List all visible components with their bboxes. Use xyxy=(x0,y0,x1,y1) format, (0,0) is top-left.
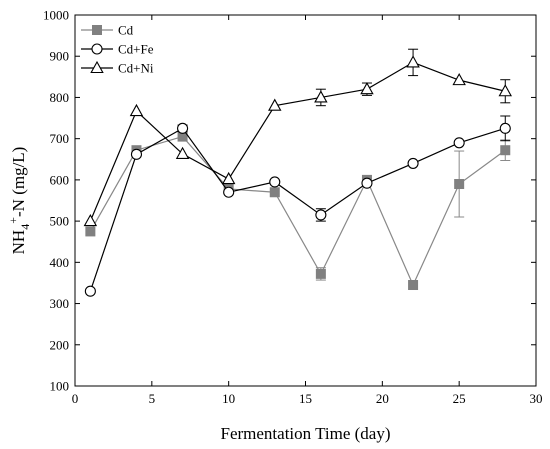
data-point-cd-7 xyxy=(408,280,419,291)
y-tick-label-9: 1000 xyxy=(43,8,69,23)
data-point-cd-4 xyxy=(269,187,280,198)
data-point-cd-ni-6 xyxy=(360,82,374,95)
data-point-cd-fe-5 xyxy=(315,209,327,221)
legend-marker-cd-fe xyxy=(91,43,103,55)
y-tick-label-3: 400 xyxy=(50,255,70,270)
data-point-cd-fe-3 xyxy=(223,186,235,198)
data-point-cd-fe-8 xyxy=(453,137,465,149)
y-tick-label-6: 700 xyxy=(50,131,70,146)
y-axis-title: NH4+-N (mg/L) xyxy=(6,147,32,255)
x-tick-label-6: 30 xyxy=(530,391,543,406)
x-tick-label-3: 15 xyxy=(299,391,312,406)
x-tick-label-5: 25 xyxy=(453,391,466,406)
series-cd-fe xyxy=(84,115,511,297)
data-point-cd-ni-7 xyxy=(406,55,420,68)
data-point-cd-0 xyxy=(85,226,96,237)
y-tick-label-7: 800 xyxy=(50,90,70,105)
data-point-cd-fe-1 xyxy=(130,148,143,160)
data-point-cd-fe-7 xyxy=(407,157,419,169)
legend-label-cd-ni: Cd+Ni xyxy=(118,61,154,76)
data-point-cd-fe-6 xyxy=(361,177,373,189)
series-cd-ni xyxy=(83,48,512,227)
data-point-cd-fe-0 xyxy=(84,285,96,297)
data-point-cd-ni-9 xyxy=(498,84,512,97)
legend-label-cd-fe: Cd+Fe xyxy=(118,42,154,57)
data-point-cd-ni-4 xyxy=(268,98,282,111)
data-point-cd-ni-8 xyxy=(452,72,466,86)
y-tick-label-0: 100 xyxy=(50,379,70,394)
y-tick-label-2: 300 xyxy=(50,296,70,311)
legend-marker-cd xyxy=(92,25,102,35)
legend-item-cd: Cd xyxy=(81,23,134,38)
x-tick-label-0: 0 xyxy=(72,391,79,406)
x-axis-title: Fermentation Time (day) xyxy=(221,424,391,443)
y-tick-label-1: 200 xyxy=(50,337,70,352)
data-point-cd-5 xyxy=(315,268,326,279)
data-point-cd-ni-2 xyxy=(175,146,190,159)
data-point-cd-ni-5 xyxy=(314,90,328,103)
y-tick-label-8: 900 xyxy=(50,49,70,64)
series-cd xyxy=(85,131,511,291)
legend-item-cd-ni: Cd+Ni xyxy=(81,61,154,76)
legend-label-cd: Cd xyxy=(118,23,134,38)
data-point-cd-fe-2 xyxy=(177,122,189,134)
x-tick-label-2: 10 xyxy=(222,391,235,406)
data-point-cd-ni-1 xyxy=(129,103,144,117)
data-point-cd-fe-4 xyxy=(269,176,281,188)
series-line-cd-ni xyxy=(89,61,506,222)
chart-axes: 0 5 10 15 20 25 30 100 200 300 400 500 600 700 800 900 1… xyxy=(6,8,543,444)
y-tick-label-4: 500 xyxy=(50,214,70,229)
series-line-cd xyxy=(89,135,506,287)
legend: Cd Cd+Fe Cd+Ni xyxy=(81,23,154,76)
legend-item-cd-fe: Cd+Fe xyxy=(81,42,154,57)
legend-marker-cd-ni xyxy=(90,60,104,74)
chart-marks xyxy=(83,48,512,297)
data-point-cd-ni-3 xyxy=(221,171,236,185)
series-line-cd-fe xyxy=(89,127,506,292)
data-point-cd-fe-9 xyxy=(499,122,511,134)
y-tick-label-5: 600 xyxy=(50,172,70,187)
x-tick-label-1: 5 xyxy=(149,391,156,406)
data-point-cd-ni-0 xyxy=(83,213,98,227)
data-point-cd-9 xyxy=(500,145,511,156)
x-tick-label-4: 20 xyxy=(376,391,389,406)
data-point-cd-8 xyxy=(454,179,465,190)
